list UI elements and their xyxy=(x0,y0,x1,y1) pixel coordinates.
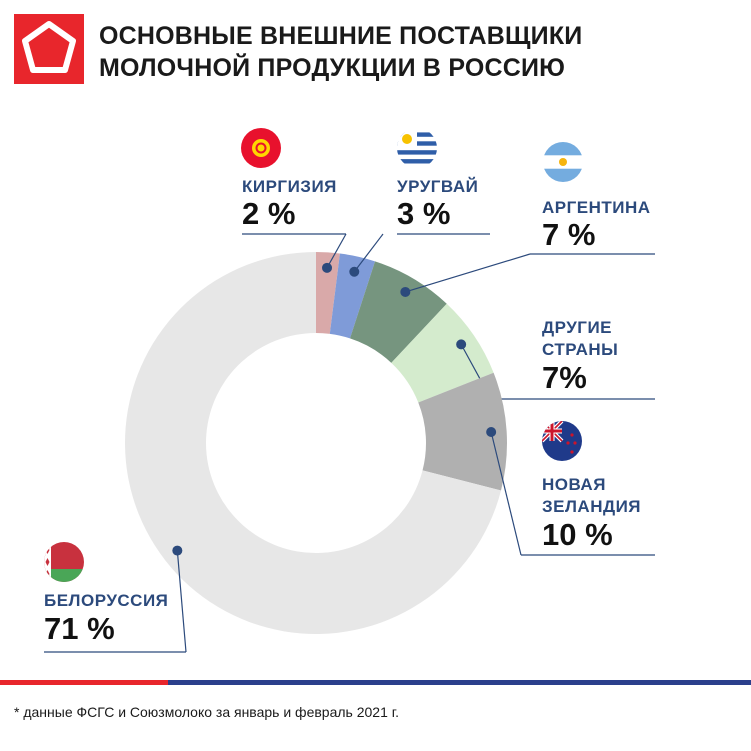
slice-kyrgyzstan xyxy=(316,252,340,334)
belarus-flag-icon xyxy=(44,542,84,582)
slice-belarus xyxy=(125,252,501,634)
slice-other xyxy=(391,303,494,403)
label-new-zealand-line2: ЗЕЛАНДИЯ xyxy=(542,497,642,516)
page-title: ОСНОВНЫЕ ВНЕШНИЕ ПОСТАВЩИКИ МОЛОЧНОЙ ПРО… xyxy=(99,20,719,84)
label-new-zealand-line1: НОВАЯ xyxy=(542,475,606,494)
label-belarus: БЕЛОРУССИЯ xyxy=(44,591,169,610)
marker-dot-new-zealand xyxy=(486,426,497,437)
label-uruguay: УРУГВАЙ xyxy=(397,177,479,196)
title-line-1: ОСНОВНЫЕ ВНЕШНИЕ ПОСТАВЩИКИ xyxy=(99,22,583,50)
label-other-line1: ДРУГИЕ xyxy=(542,318,612,337)
label-other-line2: СТРАНЫ xyxy=(542,340,619,359)
leader-line-argentina xyxy=(405,253,531,293)
kyrgyzstan-flag-icon xyxy=(241,128,281,168)
slice-new-zealand xyxy=(418,372,507,491)
footer-divider-red xyxy=(0,680,168,685)
label-kyrgyzstan: КИРГИЗИЯ xyxy=(242,177,337,196)
donut-chart xyxy=(44,233,655,653)
leader-line-kyrgyzstan xyxy=(326,233,347,269)
leader-line-uruguay xyxy=(353,233,384,273)
label-argentina: АРГЕНТИНА xyxy=(542,198,651,217)
brand-logo xyxy=(14,14,84,84)
pentagon-logo-icon xyxy=(22,21,76,73)
value-kyrgyzstan: 2 % xyxy=(242,196,296,231)
uruguay-flag-icon xyxy=(397,128,437,168)
marker-dot-other xyxy=(456,339,467,350)
slice-uruguay xyxy=(329,253,376,339)
argentina-flag-icon xyxy=(543,142,583,182)
marker-dot-argentina xyxy=(400,286,411,297)
marker-dot-belarus xyxy=(172,545,183,556)
footer-divider-blue xyxy=(168,680,751,685)
footer-note: * данные ФСГС и Союзмолоко за январь и ф… xyxy=(14,704,400,720)
marker-dot-uruguay xyxy=(349,266,360,277)
value-new-zealand: 10 % xyxy=(542,517,613,552)
title-line-2: МОЛОЧНОЙ ПРОДУКЦИИ В РОССИЮ xyxy=(99,54,566,82)
new-zealand-flag-icon xyxy=(542,421,582,461)
value-uruguay: 3 % xyxy=(397,196,451,231)
leader-line-belarus xyxy=(176,550,187,653)
value-argentina: 7 % xyxy=(542,217,596,252)
marker-dot-kyrgyzstan xyxy=(322,262,333,273)
leader-line-new-zealand xyxy=(490,431,522,556)
value-other: 7% xyxy=(542,360,587,395)
value-belarus: 71 % xyxy=(44,611,115,646)
